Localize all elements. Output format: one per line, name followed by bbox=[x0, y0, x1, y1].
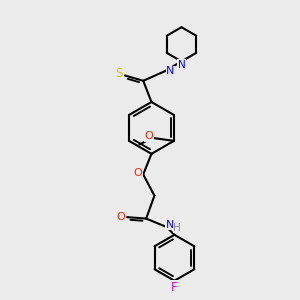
Text: O: O bbox=[134, 168, 142, 178]
Text: F: F bbox=[171, 281, 178, 294]
Text: N: N bbox=[166, 66, 175, 76]
Text: H: H bbox=[173, 223, 181, 233]
Text: N: N bbox=[166, 220, 174, 230]
Text: S: S bbox=[115, 67, 122, 80]
Text: O: O bbox=[116, 212, 125, 221]
Text: O: O bbox=[145, 131, 154, 142]
Text: N: N bbox=[178, 60, 185, 70]
